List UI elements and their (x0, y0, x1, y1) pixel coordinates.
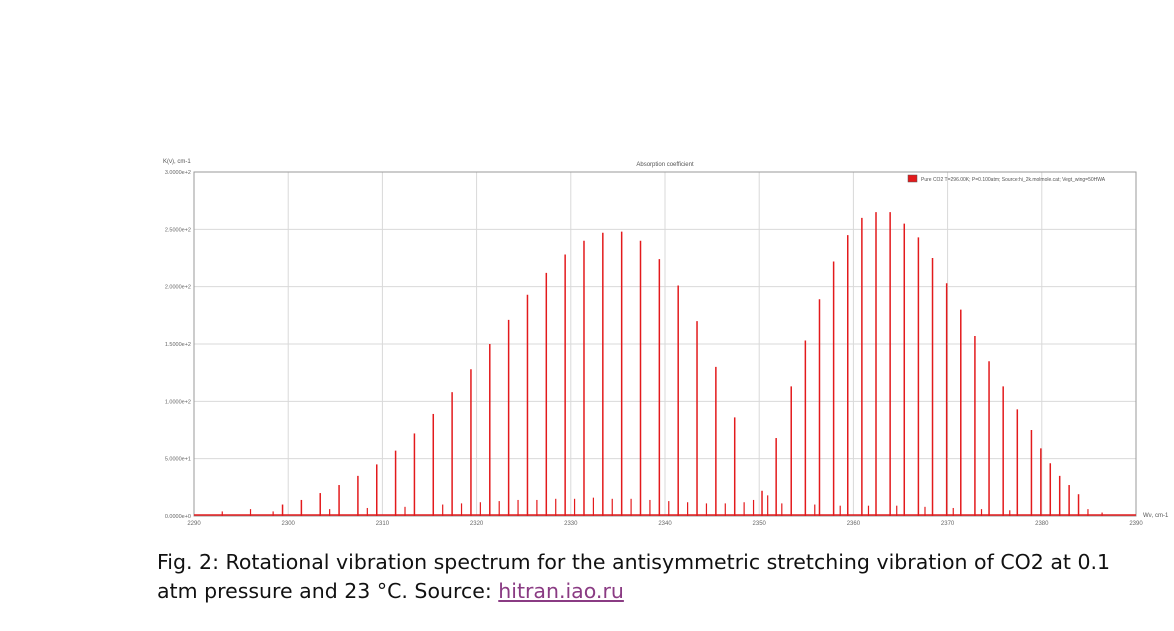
y-tick-label: 1.5000e+2 (165, 342, 191, 348)
x-tick-label: 2350 (753, 521, 767, 527)
x-tick-label: 2340 (658, 521, 672, 527)
y-tick-label: 1.0000e+2 (165, 399, 191, 405)
plot-area-frame (193, 171, 1137, 517)
grid (194, 172, 1136, 516)
x-tick-label: 2290 (187, 521, 201, 527)
x-axis-label: Wν, cm-1 (1143, 513, 1169, 519)
axis-ticks: 2290 2300 2310 2320 2330 2340 2350 2360 2370 2380… (165, 170, 1143, 527)
y-tick-label: 3.0000e+2 (165, 170, 191, 176)
x-tick-label: 2360 (847, 521, 861, 527)
y-tick-label: 2.0000e+2 (165, 285, 191, 291)
x-tick-label: 2380 (1035, 521, 1049, 527)
caption-text: Fig. 2: Rotational vibration spectrum fo… (157, 550, 1111, 603)
figure-caption: Fig. 2: Rotational vibration spectrum fo… (157, 548, 1157, 606)
y-tick-label: 2.5000e+2 (165, 227, 191, 233)
chart-title: Absorption coefficient (636, 162, 694, 168)
source-link[interactable]: hitran.iao.ru (498, 579, 624, 603)
legend-swatch (907, 174, 918, 183)
x-tick-label: 2300 (282, 521, 296, 527)
x-tick-label: 2330 (564, 521, 578, 527)
x-tick-label: 2310 (376, 521, 390, 527)
y-tick-label: 0.0000e+0 (165, 514, 191, 520)
y-axis-label: K(ν), cm-1 (163, 159, 191, 165)
x-tick-label: 2390 (1129, 521, 1143, 527)
x-tick-label: 2320 (470, 521, 484, 527)
x-tick-label: 2370 (941, 521, 955, 527)
spectral-lines (194, 212, 1136, 516)
legend-label: Pure CO2 T=296.00K; P=0.100atm; Source:h… (921, 177, 1106, 183)
y-tick-label: 5.0000e+1 (165, 457, 191, 463)
